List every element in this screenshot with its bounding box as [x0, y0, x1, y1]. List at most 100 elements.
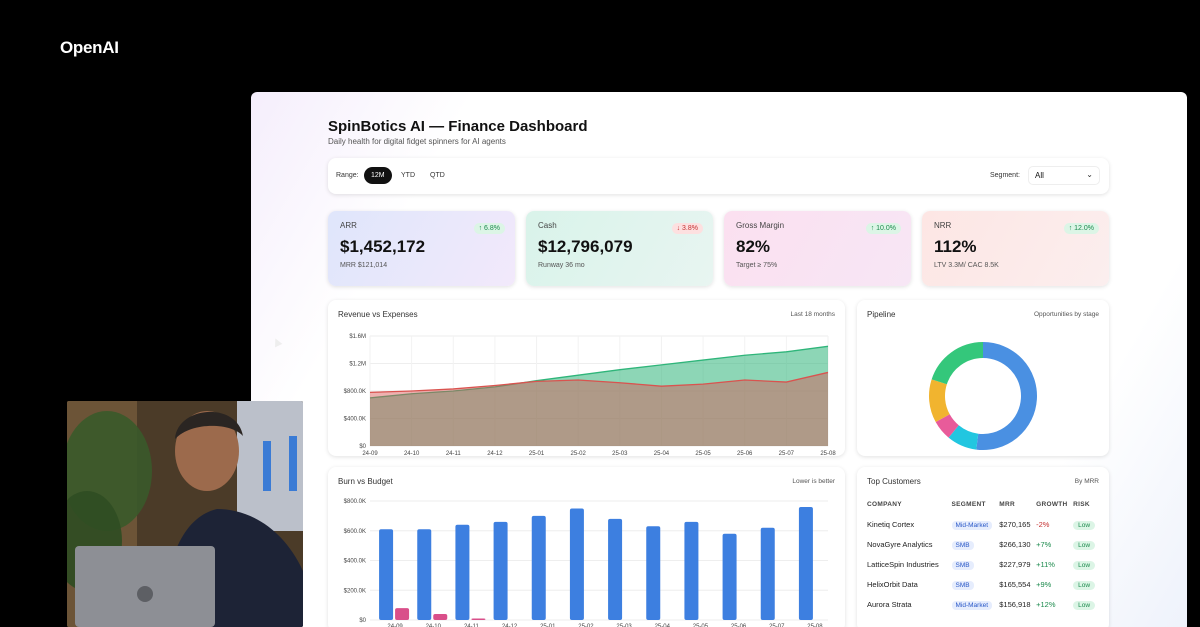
- chevron-down-icon: ⌄: [1086, 170, 1093, 179]
- col-mrr[interactable]: MRR: [999, 501, 1015, 508]
- series-line: [369, 371, 829, 394]
- panel-hint: Opportunities by stage: [1033, 311, 1099, 318]
- kpi-card-nrr: NRR 112% LTV 3.3M/ CAC 8.5K ↑ 12.0%: [922, 211, 1109, 286]
- kpi-value: $12,796,079: [538, 237, 633, 256]
- cell-segment: SMB: [951, 556, 1000, 576]
- segment-badge: Mid-Market: [951, 521, 993, 530]
- col-growth[interactable]: GROWTH: [1036, 501, 1068, 508]
- x-tick-label: 25-05: [695, 451, 711, 456]
- y-tick-label: $1.2M: [349, 362, 366, 368]
- x-tick-label: 24-09: [362, 451, 378, 456]
- presenter-image: [67, 401, 303, 627]
- segment-select[interactable]: All ⌄: [1028, 166, 1100, 185]
- x-tick-label: 24-11: [446, 451, 462, 456]
- cell-growth: +7%: [1036, 540, 1052, 549]
- series-area: [370, 372, 828, 446]
- table-row[interactable]: HelixOrbit Data SMB $165,554 +9% Low: [867, 576, 1099, 596]
- kpi-delta-badge: ↑ 6.8%: [473, 223, 505, 234]
- y-tick-label: $400.0K: [344, 417, 366, 423]
- segment-badge: SMB: [951, 581, 974, 590]
- col-company[interactable]: COMPANY: [867, 501, 902, 508]
- series-area: [370, 346, 828, 446]
- cell-company: HelixOrbit Data: [867, 580, 918, 589]
- kpi-delta-badge: ↓ 3.8%: [671, 223, 703, 234]
- x-tick-label: 25-07: [769, 624, 785, 627]
- segment-badge: Mid-Market: [951, 601, 993, 610]
- x-tick-label: 25-03: [612, 451, 628, 456]
- cell-risk: Low: [1073, 556, 1099, 576]
- kpi-card-cash: Cash $12,796,079 Runway 36 mo ↓ 3.8%: [526, 211, 713, 286]
- kpi-note: Target ≥ 75%: [736, 262, 778, 269]
- cell-growth: +11%: [1036, 560, 1055, 569]
- kpi-label: Cash: [538, 221, 557, 230]
- burn-bar: [760, 527, 775, 620]
- y-tick-label: $400.0K: [344, 559, 366, 565]
- x-tick-label: 25-08: [820, 451, 836, 456]
- brand-logo: OpenAI: [60, 38, 119, 57]
- burn-bar: [531, 515, 546, 620]
- table-row[interactable]: LatticeSpin Industries SMB $227,979 +11% Low: [867, 556, 1099, 576]
- pipeline-slice: [976, 342, 1037, 450]
- cell-risk: Low: [1073, 536, 1099, 556]
- pipeline-slice: [929, 379, 950, 423]
- table-row[interactable]: Aurora Strata Mid-Market $156,918 +12% Low: [867, 596, 1099, 616]
- pipeline-donut: [929, 342, 1037, 450]
- pipeline-slice: [935, 413, 960, 438]
- x-tick-label: 24-09: [387, 624, 403, 627]
- risk-badge: Low: [1073, 581, 1096, 590]
- kpi-delta-badge: ↑ 12.0%: [1063, 223, 1099, 234]
- burn-bar: [417, 529, 432, 620]
- cell-mrr: $165,554: [999, 580, 1031, 589]
- burn-bar: [455, 524, 470, 620]
- kpi-note: MRR $121,014: [340, 262, 388, 269]
- y-tick-label: $800.0K: [344, 389, 366, 395]
- customers-panel: Top Customers By MRR COMPANY SEGMENT MRR…: [857, 467, 1109, 627]
- x-tick-label: 24-11: [464, 624, 480, 627]
- burn-panel: Burn vs Budget Lower is better $0 $200.0K…: [328, 467, 845, 627]
- table-row[interactable]: NovaGyre Analytics SMB $266,130 +7% Low: [867, 536, 1099, 556]
- y-tick-label: $200.0K: [344, 588, 366, 594]
- kpi-card-arr: ARR $1,452,172 MRR $121,014 ↑ 6.8%: [328, 211, 515, 286]
- x-tick-label: 25-04: [655, 624, 671, 627]
- col-risk[interactable]: RISK: [1073, 501, 1090, 508]
- cell-mrr: $156,918: [999, 600, 1031, 609]
- segment-badge: SMB: [951, 561, 974, 570]
- kpi-note: LTV 3.3M/ CAC 8.5K: [934, 262, 999, 269]
- y-tick-label: $0: [359, 444, 366, 450]
- budget-bar: [471, 618, 486, 620]
- x-tick-label: 24-10: [426, 624, 442, 627]
- cell-company: Kinetiq Cortex: [867, 520, 915, 529]
- range-qtd-button[interactable]: QTD: [430, 172, 445, 179]
- revenue-panel: Revenue vs Expenses Last 18 months $0 $40…: [328, 300, 845, 456]
- burn-bar: [608, 518, 623, 620]
- cell-company: LatticeSpin Industries: [867, 560, 939, 569]
- col-segment[interactable]: SEGMENT: [951, 501, 986, 508]
- panel-title: Pipeline: [867, 310, 896, 319]
- burn-bar: [684, 521, 699, 620]
- cell-growth: +12%: [1036, 600, 1056, 609]
- kpi-value: 82%: [736, 237, 771, 256]
- kpi-delta-badge: ↑ 10.0%: [865, 223, 901, 234]
- cell-risk: Low: [1073, 576, 1099, 596]
- x-tick-label: 25-08: [807, 624, 823, 627]
- x-tick-label: 25-02: [578, 624, 594, 627]
- range-ytd-button[interactable]: YTD: [401, 172, 415, 179]
- kpi-card-gross-margin: Gross Margin 82% Target ≥ 75% ↑ 10.0%: [724, 211, 911, 286]
- y-tick-label: $800.0K: [344, 499, 366, 505]
- range-12m-button[interactable]: 12M: [364, 167, 392, 184]
- table-row[interactable]: Kinetiq Cortex Mid-Market $270,165 -2% Low: [867, 516, 1099, 536]
- range-label: Range:: [336, 172, 359, 179]
- cell-mrr: $227,979: [999, 560, 1031, 569]
- segment-badge: SMB: [951, 541, 974, 550]
- cell-risk: Low: [1073, 516, 1099, 536]
- risk-badge: Low: [1073, 541, 1096, 550]
- segment-select-value: All: [1035, 171, 1044, 180]
- burn-bar: [569, 508, 584, 620]
- burn-bar: [798, 506, 813, 620]
- cell-mrr: $266,130: [999, 540, 1031, 549]
- table-header-row: COMPANY SEGMENT MRR GROWTH RISK: [867, 497, 1099, 516]
- x-tick-label: 25-01: [540, 624, 556, 627]
- page-title: SpinBotics AI — Finance Dashboard: [328, 118, 588, 135]
- x-tick-label: 25-05: [693, 624, 709, 627]
